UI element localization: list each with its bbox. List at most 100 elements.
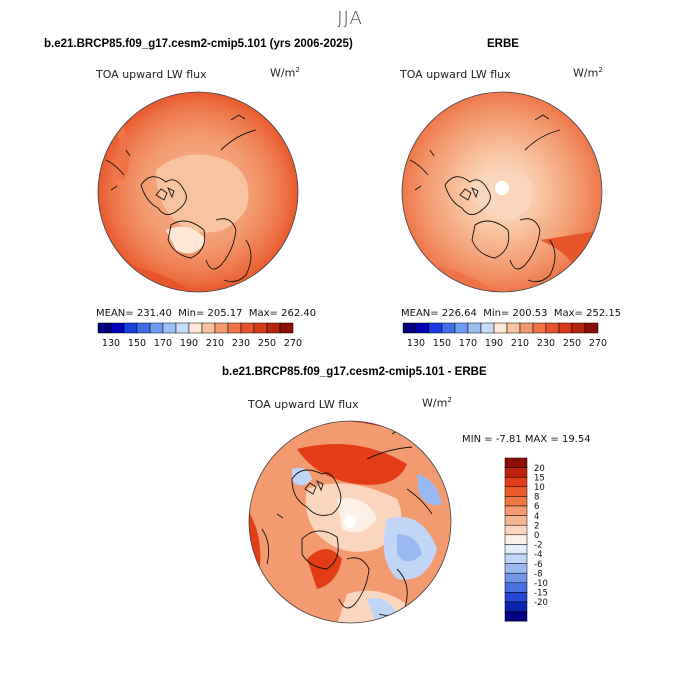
right-panel-title: ERBE	[487, 38, 519, 50]
right-colorbar-swatch	[415, 322, 430, 334]
left-colorbar-swatch	[227, 322, 242, 334]
diff-colorbar-swatch	[504, 457, 528, 468]
left-colorbar-swatch	[188, 322, 203, 334]
diff-colorbar-tick-label: -20	[534, 598, 548, 608]
right-colorbar-swatch	[519, 322, 534, 334]
diff-colorbar-swatch	[504, 534, 528, 545]
north-pole-gap	[344, 516, 356, 528]
right-stats: MEAN= 226.64 Min= 200.53 Max= 252.15	[401, 308, 622, 319]
right-colorbar-tick-label: 230	[537, 338, 555, 349]
diff-colorbar-tick-label: -8	[534, 569, 542, 579]
diff-colorbar-swatch	[504, 467, 528, 478]
left-min-value: 205.17	[207, 308, 243, 319]
greenland-region	[166, 226, 206, 254]
diff-colorbar-tick-label: 20	[534, 464, 545, 474]
diff-colorbar-tick-label: 15	[534, 473, 545, 483]
diff-colorbar-tick-label: -10	[534, 579, 548, 589]
left-colorbar-tick-label: 150	[128, 338, 146, 349]
diff-colorbar-swatch	[504, 496, 528, 507]
left-colorbar-swatch	[253, 322, 268, 334]
right-colorbar-swatch	[454, 322, 469, 334]
coastlines	[409, 114, 561, 283]
right-colorbar-swatch	[558, 322, 573, 334]
left-mean-value: 231.40	[136, 308, 172, 319]
diff-colorbar-swatch	[504, 582, 528, 593]
right-colorbar-swatch	[506, 322, 521, 334]
right-colorbar-swatch	[480, 322, 495, 334]
diff-colorbar-tick-label: -4	[534, 550, 542, 560]
right-colorbar-tick-label: 190	[485, 338, 503, 349]
right-colorbar-swatch	[545, 322, 560, 334]
left-colorbar-swatch	[110, 322, 125, 334]
right-colorbar-tick-label: 130	[407, 338, 425, 349]
diff-colorbar-tick-label: 0	[534, 531, 539, 541]
right-colorbar-swatch	[467, 322, 482, 334]
diff-colorbar-swatch	[504, 592, 528, 603]
diff-colorbar-tick-label: 6	[534, 502, 539, 512]
left-units-label: W/m2	[270, 66, 300, 80]
left-colorbar-swatch	[97, 322, 112, 334]
right-colorbar-swatch	[532, 322, 547, 334]
north-pole-gap	[495, 181, 509, 195]
season-title: JJA	[337, 8, 363, 29]
diff-colorbar-swatch	[504, 601, 528, 612]
arctic-ocean-region	[156, 154, 249, 233]
right-colorbar-swatch	[493, 322, 508, 334]
left-polar-map	[97, 91, 299, 293]
left-colorbar: 130 150 170 190 210 230 250 270	[97, 322, 302, 349]
left-colorbar-tick-label: 250	[258, 338, 276, 349]
diff-variable-label: TOA upward LW flux	[248, 398, 359, 411]
diff-colorbar-swatch	[504, 563, 528, 574]
right-min-value: 200.53	[512, 308, 548, 319]
left-colorbar-tick-label: 230	[232, 338, 250, 349]
coastlines	[105, 114, 257, 283]
right-variable-label: TOA upward LW flux	[400, 68, 511, 81]
right-polar-map	[401, 91, 603, 293]
diff-units-label: W/m2	[422, 396, 452, 410]
left-panel-title: b.e21.BRCP85.f09_g17.cesm2-cmip5.101 (yr…	[44, 38, 353, 50]
diff-min-value: -7.81	[495, 434, 522, 445]
right-units-label: W/m2	[573, 66, 603, 80]
right-colorbar-tick-label: 150	[433, 338, 451, 349]
left-colorbar-tick-label: 210	[206, 338, 224, 349]
left-colorbar-swatch	[136, 322, 151, 334]
left-colorbar-swatch	[279, 322, 294, 334]
diff-max-value: 19.54	[561, 434, 591, 445]
diff-stats: MIN = -7.81 MAX = 19.54	[462, 434, 591, 445]
diff-colorbar-tick-label: 10	[534, 483, 545, 493]
right-colorbar-tick-label: 270	[589, 338, 607, 349]
diff-colorbar-tick-label: -2	[534, 541, 542, 551]
left-colorbar-tick-label: 190	[180, 338, 198, 349]
diff-colorbar-tick-label: 8	[534, 493, 539, 503]
right-mean-value: 226.64	[441, 308, 477, 319]
diff-colorbar-tick-label: -15	[534, 589, 548, 599]
diff-colorbar-swatch	[504, 515, 528, 526]
right-colorbar-tick-label: 170	[459, 338, 477, 349]
left-colorbar-swatch	[123, 322, 138, 334]
left-variable-label: TOA upward LW flux	[96, 68, 207, 81]
right-colorbar-swatch	[571, 322, 586, 334]
left-max-value: 262.40	[281, 308, 317, 319]
right-colorbar-tick-label: 210	[511, 338, 529, 349]
diff-colorbar-swatch	[504, 476, 528, 488]
diff-colorbar-swatch	[504, 611, 528, 622]
left-colorbar-swatch	[175, 322, 190, 334]
left-colorbar-swatch	[266, 322, 281, 334]
diff-panel-title: b.e21.BRCP85.f09_g17.cesm2-cmip5.101 - E…	[222, 366, 487, 378]
left-colorbar-tick-label: 270	[284, 338, 302, 349]
left-colorbar-tick-label: 170	[154, 338, 172, 349]
left-colorbar-swatch	[162, 322, 177, 334]
right-max-value: 252.15	[586, 308, 622, 319]
diff-colorbar-tick-label: 4	[534, 512, 539, 522]
left-colorbar-tick-label: 130	[102, 338, 120, 349]
diff-polar-map	[248, 420, 452, 624]
coastlines	[261, 428, 433, 616]
right-colorbar: 130 150 170 190 210 230 250 270	[402, 322, 607, 349]
diff-colorbar-swatch	[504, 553, 528, 564]
left-colorbar-swatch	[149, 322, 164, 334]
right-colorbar-swatch	[402, 322, 417, 334]
right-colorbar-tick-label: 250	[563, 338, 581, 349]
left-colorbar-swatch	[201, 322, 216, 334]
diff-colorbar-tick-label: -6	[534, 560, 542, 570]
